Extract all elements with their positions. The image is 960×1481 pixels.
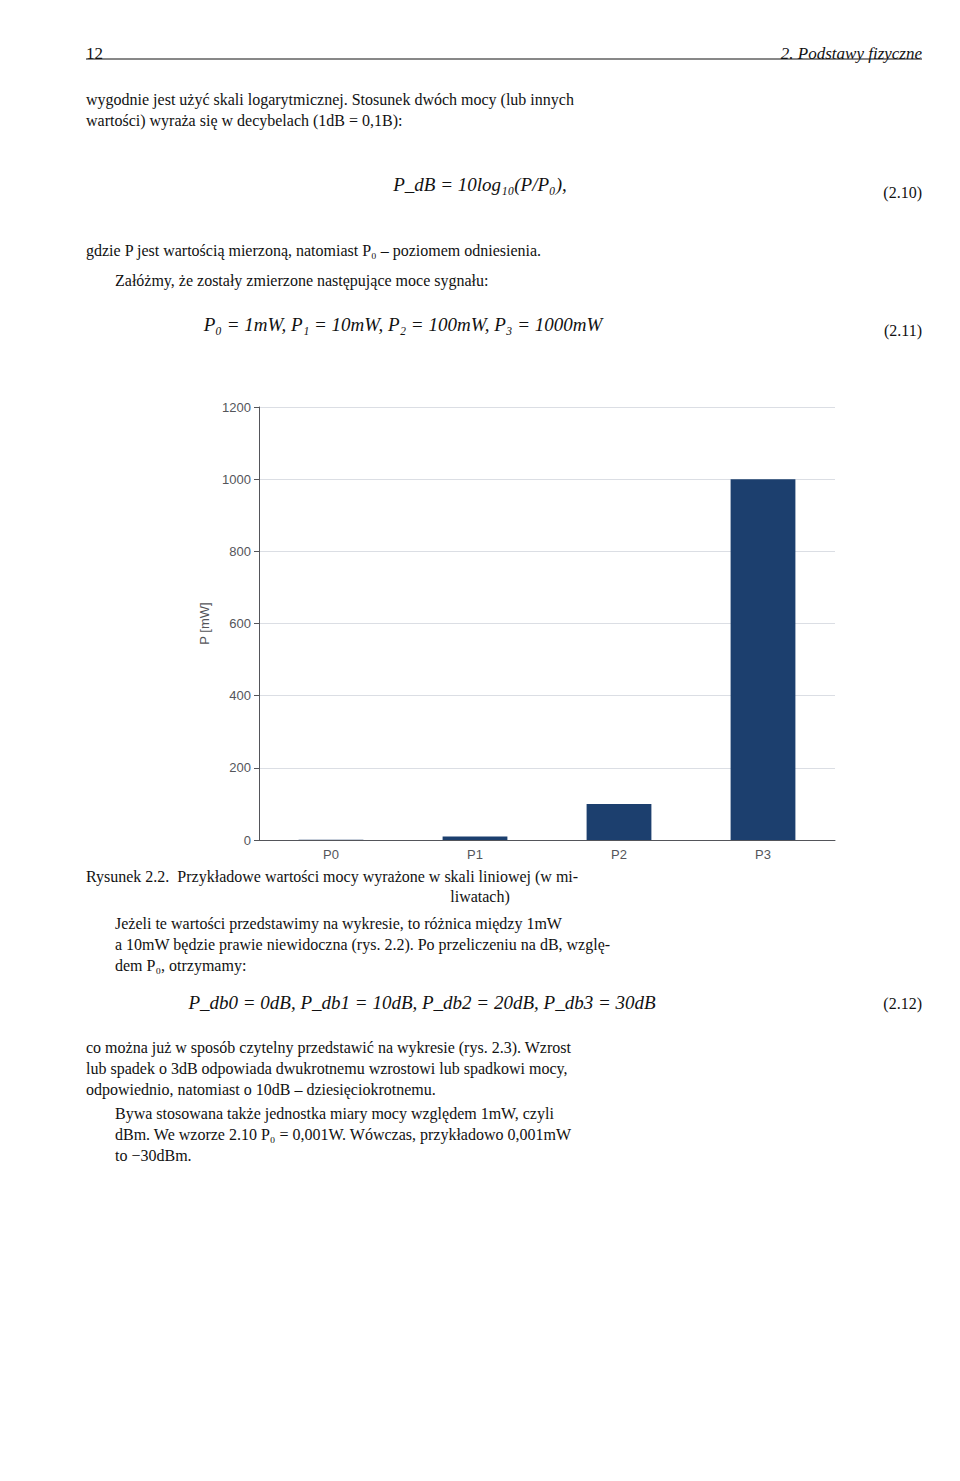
svg-text:P1: P1	[467, 847, 483, 862]
svg-text:gdzie P jest wartością mierzon: gdzie P jest wartością mierzoną, natomia…	[86, 242, 541, 260]
svg-text:0: 0	[244, 833, 251, 848]
svg-text:1200: 1200	[222, 400, 251, 415]
svg-text:a 10mW będzie prawie niewidocz: a 10mW będzie prawie niewidoczna (rys. 2…	[115, 936, 610, 954]
svg-text:P2: P2	[611, 847, 627, 862]
svg-text:dBm. We wzorze 2.10 P₀ = 0,001: dBm. We wzorze 2.10 P₀ = 0,001W. Wówczas…	[115, 1126, 572, 1144]
svg-text:wartości) wyraża się w decybel: wartości) wyraża się w decybelach (1dB =…	[86, 112, 402, 130]
svg-text:(2.10): (2.10)	[883, 184, 922, 202]
svg-text:P3: P3	[755, 847, 771, 862]
svg-text:wygodnie jest użyć skali logar: wygodnie jest użyć skali logarytmicznej.…	[86, 91, 574, 109]
svg-text:600: 600	[229, 616, 251, 631]
svg-text:(2.12): (2.12)	[883, 995, 922, 1013]
svg-text:Jeżeli te wartości przedstawim: Jeżeli te wartości przedstawimy na wykre…	[115, 915, 563, 933]
svg-text:1000: 1000	[222, 472, 251, 487]
svg-text:liwatach): liwatach)	[450, 888, 510, 906]
svg-text:P_dB = 10log₁₀(P/P₀),: P_dB = 10log₁₀(P/P₀),	[392, 174, 567, 196]
svg-text:P0: P0	[323, 847, 339, 862]
svg-text:dem P₀, otrzymamy:: dem P₀, otrzymamy:	[115, 957, 246, 975]
svg-text:2. Podstawy fizyczne: 2. Podstawy fizyczne	[781, 44, 923, 63]
svg-text:12: 12	[86, 44, 103, 63]
svg-text:to −30dBm.: to −30dBm.	[115, 1147, 192, 1164]
svg-text:200: 200	[229, 760, 251, 775]
svg-text:800: 800	[229, 544, 251, 559]
svg-text:odpowiednio, natomiast o 10dB: odpowiednio, natomiast o 10dB – dziesięc…	[86, 1081, 436, 1099]
svg-text:400: 400	[229, 688, 251, 703]
svg-text:Załóżmy, że zostały zmierzone: Załóżmy, że zostały zmierzone następując…	[115, 272, 488, 290]
svg-text:P [mW]: P [mW]	[197, 602, 212, 644]
svg-text:P₀ = 1mW, P₁ = 10mW, P₂ = 100m: P₀ = 1mW, P₁ = 10mW, P₂ = 100mW, P₃ = 10…	[203, 314, 605, 335]
svg-text:Bywa stosowana także jednostka: Bywa stosowana także jednostka miary moc…	[115, 1105, 554, 1123]
svg-text:lub spadek o 3dB odpowiada dwu: lub spadek o 3dB odpowiada dwukrotnemu w…	[86, 1060, 568, 1078]
svg-text:(2.11): (2.11)	[884, 322, 922, 340]
svg-text:P_db0 = 0dB, P_db1 = 10dB, P_d: P_db0 = 0dB, P_db1 = 10dB, P_db2 = 20dB,…	[187, 992, 656, 1013]
svg-text:Rysunek 2.2. Przykładowe wart: Rysunek 2.2. Przykładowe wartości mocy w…	[86, 868, 578, 886]
svg-text:co można już w sposób czytelny: co można już w sposób czytelny przedstaw…	[86, 1039, 571, 1057]
